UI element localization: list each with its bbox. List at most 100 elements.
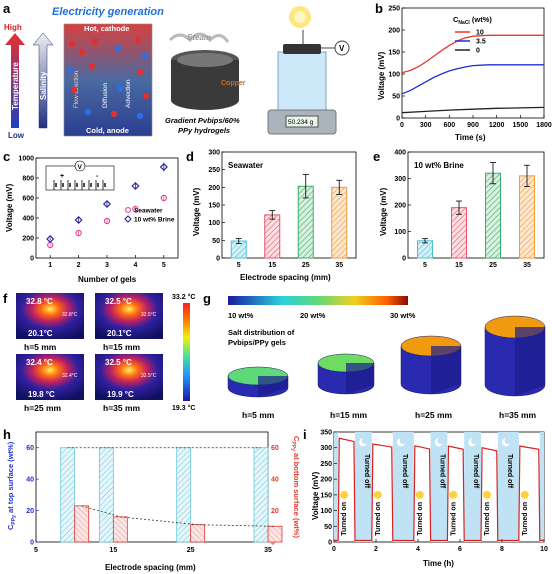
ytick-label-i-200: 200 bbox=[320, 477, 332, 484]
ion-13 bbox=[110, 110, 118, 118]
ylabel-h-right: CPPy at bottom surface (wt%) bbox=[290, 436, 301, 538]
bar-h-bottom-25 bbox=[190, 524, 206, 543]
ytick-label-i-350: 350 bbox=[320, 430, 332, 437]
label-turned-on-1: Turned on bbox=[375, 502, 382, 536]
xlabel-c: Number of gels bbox=[78, 275, 137, 284]
xtick-label-d-5: 5 bbox=[237, 262, 241, 269]
off-band-2 bbox=[392, 432, 414, 542]
ytick-label-d-100: 100 bbox=[208, 220, 220, 227]
temperature-arrow-icon bbox=[5, 33, 25, 128]
bar-h-top-25 bbox=[176, 447, 192, 543]
steam-icon bbox=[168, 32, 230, 43]
ion-7 bbox=[88, 62, 96, 70]
ylabel-i: Voltage (mV) bbox=[311, 471, 320, 520]
xtick-label-h-35: 35 bbox=[264, 547, 272, 554]
thermal-image-2 bbox=[16, 354, 84, 400]
xtick-label-h-5: 5 bbox=[34, 547, 38, 554]
label-salinity: Salinity bbox=[39, 71, 48, 100]
thermal-top-3: 32.5 °C bbox=[105, 358, 132, 367]
ytick-label-d-200: 200 bbox=[208, 185, 220, 192]
ytick-label-c-0: 0 bbox=[30, 256, 34, 263]
ytick-label-i-250: 250 bbox=[320, 461, 332, 468]
point-c-0-3 bbox=[132, 205, 139, 213]
ion-9 bbox=[70, 86, 78, 94]
panel-letter-a: a bbox=[3, 1, 11, 16]
inset-minus: - bbox=[96, 173, 99, 180]
thermal-image-0 bbox=[16, 293, 84, 339]
chart-b: 0 300 600 900 1200 1500 1800 0 50 100 150 200 250 10 3… bbox=[388, 6, 552, 130]
series-line-i bbox=[334, 437, 544, 542]
xtick-label-b-1500: 1500 bbox=[513, 122, 529, 129]
inset-plus: + bbox=[60, 173, 64, 180]
ion-2 bbox=[91, 38, 99, 46]
gel-label-1: h=15 mm bbox=[330, 410, 368, 420]
gel-label-0: h=5 mm bbox=[242, 410, 275, 420]
label-turned-on-2: Turned on bbox=[417, 502, 424, 536]
off-band-6 bbox=[539, 432, 544, 542]
xlabel-i: Time (h) bbox=[423, 559, 454, 568]
legend-label-b-10: 10 bbox=[476, 30, 484, 37]
salinity-arrow-icon bbox=[32, 32, 54, 129]
point-c-1-3 bbox=[131, 181, 140, 191]
ytick-label-c-200: 200 bbox=[22, 236, 34, 243]
ytick-label-c-400: 400 bbox=[22, 216, 34, 223]
gel-label-3: h=35 mm bbox=[499, 410, 537, 420]
scale-display bbox=[285, 115, 319, 128]
colorbar-max: 33.2 °C bbox=[172, 293, 195, 301]
xtick-label-b-600: 600 bbox=[443, 122, 455, 129]
label-cold-anode: Cold, anode bbox=[86, 126, 129, 135]
thermal-spot-0: 32.8°C bbox=[62, 312, 78, 318]
thermal-spot-3: 32.5°C bbox=[141, 373, 157, 379]
ion-0 bbox=[68, 40, 76, 48]
series-line-b-10 bbox=[401, 34, 544, 74]
salt-colorbar bbox=[228, 296, 408, 305]
gel-cut-1 bbox=[346, 363, 374, 394]
xlabel-h: Electrode spacing (mm) bbox=[105, 563, 196, 572]
gel-in-beaker bbox=[283, 44, 321, 54]
panel-e: e 0 100 200 300 400 5 15 25 35 10 wt% Brine Volt… bbox=[373, 149, 545, 269]
xtick-label-d-15: 15 bbox=[268, 262, 276, 269]
sun-icon-2 bbox=[415, 490, 424, 499]
moon-icon-4 bbox=[501, 438, 510, 447]
thermal-bottom-3: 19.9 °C bbox=[107, 390, 134, 399]
bar-d-35 bbox=[331, 186, 348, 259]
sun-icon-1 bbox=[373, 490, 382, 499]
xtick-label-i-4: 4 bbox=[416, 546, 420, 553]
bar-h-top-15 bbox=[98, 447, 114, 543]
ytick-label-d-300: 300 bbox=[208, 150, 220, 157]
bar-e-25 bbox=[485, 172, 501, 259]
ytick-label-d-50: 50 bbox=[212, 238, 220, 245]
panel-c: c 1 2 3 4 5 0 200 400 600 800 1000 Seawater 10 wt% B… bbox=[3, 149, 179, 284]
label-temperature: Temperature bbox=[11, 62, 20, 110]
beaker bbox=[277, 51, 327, 111]
ylabel-d: Voltage (mV) bbox=[192, 187, 201, 236]
thermal-label-1: h=15 mm bbox=[103, 342, 141, 352]
thermal-top-2: 32.4 °C bbox=[26, 358, 53, 367]
moon-icon-3 bbox=[468, 438, 477, 447]
ion-6 bbox=[66, 66, 74, 74]
panel-a: a Electricity generation High Low Temper… bbox=[3, 1, 350, 140]
off-band-4 bbox=[464, 432, 481, 542]
bar-h-top-10 bbox=[60, 447, 76, 543]
legend-marker-c-1 bbox=[124, 215, 132, 223]
ion-12 bbox=[84, 108, 92, 116]
inset-v-label: V bbox=[78, 164, 83, 171]
scale-reading: 50.234 g bbox=[288, 119, 314, 126]
trend-h-bottom bbox=[81, 505, 276, 527]
xtick-label-c-2: 2 bbox=[77, 262, 81, 269]
xtick-label-d-25: 25 bbox=[302, 262, 310, 269]
label-turned-on-3: Turned on bbox=[450, 502, 457, 536]
ytick-label-i-50: 50 bbox=[324, 524, 332, 531]
label-turned-on-4: Turned on bbox=[484, 502, 491, 536]
ion-10 bbox=[116, 84, 124, 92]
ytick-label-e-0: 0 bbox=[402, 256, 406, 263]
ylabel-b: Voltage (mV) bbox=[377, 51, 386, 100]
xtick-label-b-900: 900 bbox=[467, 122, 479, 129]
ytick-label-b-250: 250 bbox=[388, 6, 400, 13]
moon-icon-2 bbox=[434, 438, 443, 447]
bar-e-15 bbox=[451, 207, 467, 259]
bar-h-bottom-35 bbox=[267, 525, 283, 543]
